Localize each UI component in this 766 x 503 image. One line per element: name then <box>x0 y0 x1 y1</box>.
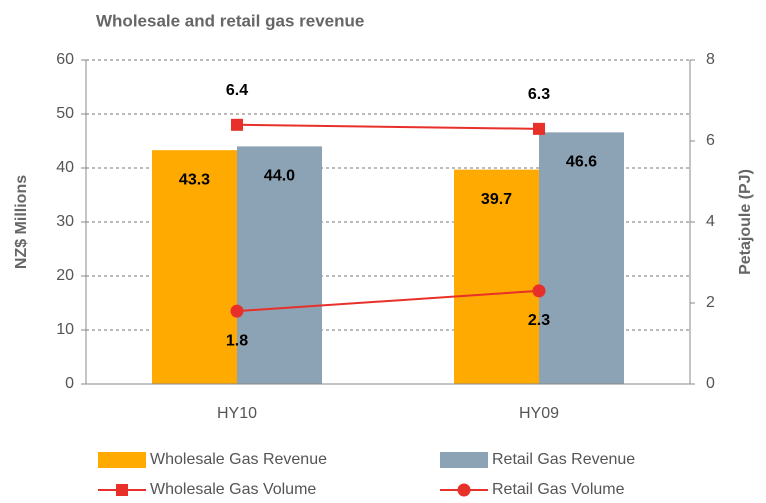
legend-marker <box>116 484 128 496</box>
bar-value-label: 46.6 <box>566 154 597 171</box>
chart-title: Wholesale and retail gas revenue <box>96 11 364 30</box>
y-tick-label: 60 <box>56 51 74 68</box>
line-marker <box>231 118 243 131</box>
x-tick-label: HY09 <box>519 405 559 422</box>
y2-axis-title: Petajoule (PJ) <box>737 169 754 275</box>
y-tick-label: 30 <box>56 213 74 230</box>
line <box>236 123 540 130</box>
y-tick-label: 40 <box>56 159 74 176</box>
y2-tick-label: 8 <box>706 51 715 68</box>
bar <box>237 146 322 384</box>
bar <box>539 132 624 384</box>
y-axis-title: NZ$ Millions <box>13 175 30 269</box>
y2-tick-label: 0 <box>706 375 715 392</box>
bar-value-label: 44.0 <box>264 168 295 185</box>
bar-value-label: 43.3 <box>179 171 210 188</box>
y-tick-label: 10 <box>56 321 74 338</box>
line-marker <box>532 284 546 298</box>
legend-swatch <box>98 452 146 468</box>
legend-label: Retail Gas Volume <box>492 481 625 498</box>
y2-tick-label: 2 <box>706 294 715 311</box>
line-marker <box>230 304 244 318</box>
legend-label: Retail Gas Revenue <box>492 451 635 468</box>
line-value-label: 2.3 <box>528 312 550 329</box>
legend-label: Wholesale Gas Revenue <box>150 451 327 468</box>
x-tick-label: HY10 <box>217 405 257 422</box>
y2-tick-label: 6 <box>706 132 715 149</box>
legend-marker <box>457 483 471 497</box>
legend-label: Wholesale Gas Volume <box>150 481 316 498</box>
legend-swatch <box>440 452 488 468</box>
line-marker <box>533 122 545 135</box>
bar-value-label: 39.7 <box>481 191 512 208</box>
line-value-label: 6.4 <box>226 82 248 99</box>
y2-tick-label: 4 <box>706 213 715 230</box>
y-tick-label: 0 <box>65 375 74 392</box>
y-tick-label: 50 <box>56 105 74 122</box>
y-tick-label: 20 <box>56 267 74 284</box>
bar <box>454 169 539 384</box>
line <box>236 289 540 313</box>
line-value-label: 6.3 <box>528 86 550 103</box>
bar <box>152 150 237 384</box>
line-value-label: 1.8 <box>226 332 248 349</box>
